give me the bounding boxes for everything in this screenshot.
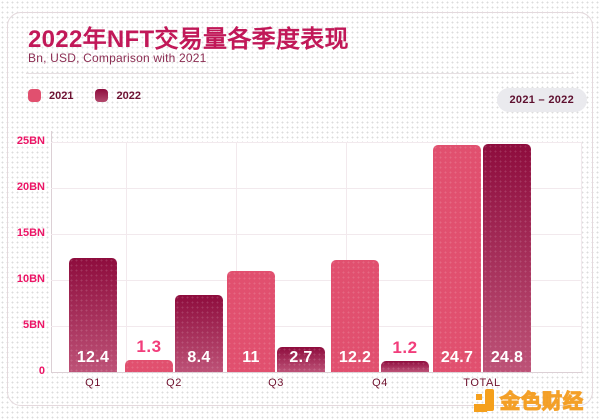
legend: 2021 2022 [28, 89, 141, 102]
logo-block [485, 389, 494, 411]
legend-label-2021: 2021 [49, 89, 74, 102]
bar-2021-q3: 11 [227, 271, 275, 372]
logo-block [474, 404, 487, 412]
legend-item-2022: 2022 [95, 89, 141, 102]
x-tick-q1: Q1 [85, 377, 101, 389]
y-tick-20bn: 20BN [16, 181, 45, 193]
bar-2022-q4: 1.2 [381, 338, 429, 372]
gridline-h [51, 142, 582, 143]
y-tick-15bn: 15BN [16, 227, 45, 239]
bar-value-label: 24.7 [440, 349, 474, 366]
bar-value-label: 1.2 [392, 338, 418, 357]
gridline-v [236, 142, 237, 372]
bar-value-label: 12.4 [76, 349, 110, 366]
logo-block [476, 394, 482, 400]
bar-2022-q3: 2.7 [277, 347, 325, 372]
bar-value-label: 1.3 [136, 337, 162, 356]
y-tick-0: 0 [38, 365, 45, 377]
gridline-h [51, 326, 582, 327]
legend-item-2021: 2021 [28, 89, 73, 102]
date-range-chip[interactable]: 2021 – 2022 [496, 88, 587, 112]
legend-swatch-2022 [95, 89, 109, 102]
page-title: 2022年NFT交易量各季度表现 [28, 26, 349, 53]
legend-label-2022: 2022 [116, 89, 141, 102]
gridline-h [51, 234, 582, 235]
chart-subtitle: Bn, USD, Comparison with 2021 [28, 51, 207, 65]
bar-value-label: 12.2 [338, 349, 372, 366]
bar-2021-total: 24.7 [433, 145, 481, 372]
watermark: 金色财经 [474, 385, 584, 414]
gridline-v [581, 142, 582, 372]
header-divider [26, 73, 574, 74]
legend-swatch-2021 [28, 89, 41, 102]
chart-card: 2022年NFT交易量各季度表现 Bn, USD, Comparison wit… [7, 12, 593, 414]
x-axis: Q1 Q2 Q3 Q4 TOTAL [51, 377, 582, 391]
bar-2022-total: 24.8 [483, 144, 531, 372]
x-tick-q3: Q3 [268, 377, 284, 389]
bar-value-label: 8.4 [187, 349, 211, 366]
gridline-v [126, 142, 127, 372]
watermark-text: 金色财经 [499, 390, 584, 413]
plot-area: 25BN 20BN 15BN 10BN 5BN 0 12.4 1.3 8.4 11 2.7 12.2 1… [17, 131, 582, 377]
x-tick-q2: Q2 [166, 377, 182, 389]
bar-2021-q2: 1.3 [125, 337, 173, 372]
watermark-logo-icon [474, 388, 496, 414]
bar-2022-q1: 12.4 [69, 258, 117, 372]
bar-value-label: 2.7 [289, 349, 313, 366]
gridline-h [51, 280, 582, 281]
y-tick-25bn: 25BN [16, 135, 45, 147]
bar-value-label: 11 [242, 349, 260, 366]
bar-value-label: 24.8 [490, 349, 524, 366]
gridline-v [346, 142, 347, 372]
y-tick-5bn: 5BN [22, 319, 45, 331]
bar-2021-q4: 12.2 [331, 260, 379, 372]
y-axis-line [51, 131, 52, 372]
y-tick-10bn: 10BN [16, 273, 45, 285]
x-tick-total: TOTAL [463, 377, 501, 389]
x-tick-q4: Q4 [372, 377, 388, 389]
bar-2022-q2: 8.4 [175, 295, 223, 372]
gridline-h [51, 188, 582, 189]
